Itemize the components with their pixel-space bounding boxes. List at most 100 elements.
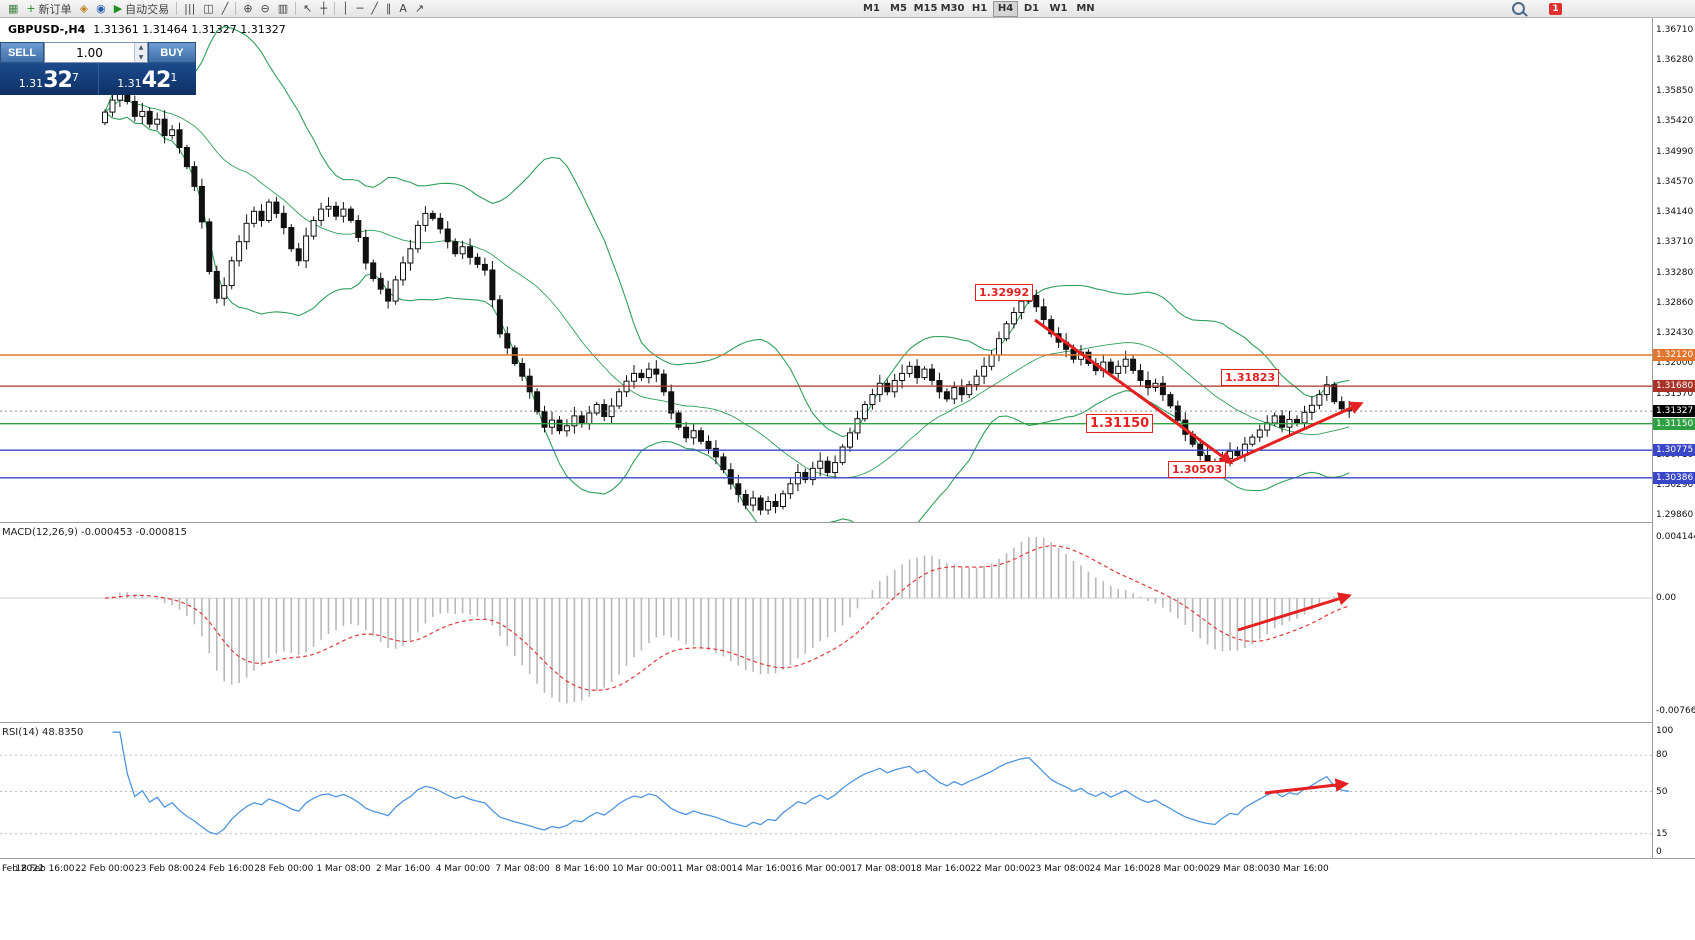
time-axis-label: 29 Mar 08:00 — [1208, 864, 1270, 874]
zoom-out-icon: ⊖ — [260, 1, 270, 15]
draw-hline-button[interactable]: ─ — [353, 1, 368, 17]
auto-trading-button[interactable]: ▶ 自动交易 — [110, 1, 173, 17]
draw-vline-button[interactable]: │ — [338, 1, 353, 17]
rsi-chart-canvas[interactable] — [0, 723, 1652, 858]
tile-windows-button[interactable]: ▥ — [274, 1, 292, 17]
macd-indicator-label: MACD(12,26,9) -0.000453 -0.000815 — [2, 527, 187, 538]
price-tick: 1.32430 — [1656, 328, 1694, 338]
trade-panel-controls: SELL 1.00 ▲ ▼ BUY — [0, 42, 196, 63]
price-tick: 1.32000 — [1656, 358, 1694, 368]
new-order-icon: + — [26, 1, 36, 15]
zoom-out-button[interactable]: ⊖ — [257, 1, 274, 17]
price-tag: 1.30775 — [1653, 444, 1695, 456]
timeframe-button-m15[interactable]: M15 — [913, 3, 938, 14]
time-axis-label: 23 Mar 08:00 — [1029, 864, 1090, 874]
search-icon[interactable] — [1512, 2, 1525, 15]
toolbar-separator — [295, 2, 297, 15]
chart-candles-button[interactable]: ◫ — [199, 1, 217, 17]
draw-trendline-icon: ╱ — [371, 1, 378, 15]
lot-size-field[interactable]: 1.00 ▲ ▼ — [44, 42, 148, 63]
ask-price-prefix: 1.31 — [117, 77, 142, 90]
sell-button[interactable]: SELL — [0, 42, 44, 63]
market-watch-icon: ◉ — [96, 1, 106, 15]
auto-trading-icon: ▶ — [113, 1, 123, 15]
toolbar-buttons: ▦ + 新订单 ◈ ◉ ▶ 自动交易 ||| ◫ ╱ ⊕ ⊖ ▥ ↖ ┼ │ ─ ╱ ∥ A ↗ — [4, 0, 428, 18]
price-tick: 1.34140 — [1656, 207, 1694, 217]
panel-separator[interactable] — [0, 722, 1695, 723]
time-axis-label: 22 Mar 00:00 — [970, 864, 1031, 874]
price-tick: 1.34570 — [1656, 177, 1694, 187]
cursor-button[interactable]: ↖ — [299, 1, 316, 17]
metaeditor-button[interactable]: ◈ — [76, 1, 92, 17]
rsi-axis-tick: 0 — [1656, 847, 1662, 857]
price-tick: 1.36280 — [1656, 55, 1694, 65]
price-tag: 1.31150 — [1653, 418, 1695, 430]
time-axis-label: 16 Mar 00:00 — [791, 864, 852, 874]
tile-windows-icon: ▥ — [277, 1, 289, 15]
lot-size-value[interactable]: 1.00 — [76, 45, 103, 60]
bid-price-pips: 32 — [43, 68, 73, 93]
bid-price[interactable]: 1.31 32 7 — [0, 63, 98, 95]
buy-button[interactable]: BUY — [148, 42, 196, 63]
timeframe-button-mn[interactable]: MN — [1076, 3, 1095, 14]
ask-price-point: 1 — [170, 71, 178, 84]
timeframe-button-m1[interactable]: M1 — [863, 3, 880, 14]
lot-down-icon[interactable]: ▼ — [135, 52, 147, 62]
price-tick: 1.33280 — [1656, 268, 1694, 278]
chart-bars-icon: ||| — [184, 1, 196, 15]
symbol-header: GBPUSD-,H4 1.31361 1.31464 1.31327 1.3132… — [8, 23, 286, 36]
zoom-in-icon: ⊕ — [243, 1, 253, 15]
auto-trading-button-label: 自动交易 — [125, 2, 170, 16]
text-tool-button[interactable]: A — [395, 1, 411, 17]
price-axis[interactable]: 1.36710 1.36280 1.35850 1.35420 1.34990 1.345… — [1652, 18, 1695, 858]
time-axis-label: 7 Mar 08:00 — [495, 864, 550, 874]
price-tag: 1.32120 — [1653, 349, 1695, 361]
crosshair-button[interactable]: ┼ — [316, 1, 331, 17]
price-annotation[interactable]: 1.31823 — [1221, 369, 1280, 386]
macd-axis-tick: 0.004144 — [1656, 532, 1695, 542]
price-tick: 1.33710 — [1656, 237, 1694, 247]
chart-line-button[interactable]: ╱ — [218, 1, 233, 17]
new-chart-button[interactable]: ▦ — [4, 1, 22, 17]
ask-price[interactable]: 1.31 42 1 — [97, 63, 197, 95]
time-axis-label: 11 Mar 08:00 — [671, 864, 732, 874]
time-axis-label: Feb 2022 — [2, 864, 44, 874]
toolbar-separator — [334, 2, 336, 15]
price-annotation[interactable]: 1.30503 — [1168, 461, 1227, 478]
lot-spinner[interactable]: ▲ ▼ — [134, 43, 147, 62]
price-annotation[interactable]: 1.32992 — [975, 284, 1034, 301]
time-axis-label: 14 Mar 16:00 — [731, 864, 792, 874]
rsi-axis-tick: 80 — [1656, 750, 1668, 760]
time-axis[interactable]: Feb 2022 18 Feb 16:00 22 Feb 00:00 23 Feb 0… — [0, 858, 1695, 881]
price-annotation[interactable]: 1.31150 — [1086, 414, 1154, 433]
notification-badge[interactable]: 1 — [1549, 2, 1562, 15]
time-axis-label: 18 Mar 16:00 — [910, 864, 971, 874]
shapes-button[interactable]: ↗ — [411, 1, 428, 17]
chart-area: GBPUSD-,H4 1.31361 1.31464 1.31327 1.3132… — [0, 18, 1695, 940]
macd-chart-canvas[interactable] — [0, 523, 1652, 722]
toolbar: ▦ + 新订单 ◈ ◉ ▶ 自动交易 ||| ◫ ╱ ⊕ ⊖ ▥ ↖ ┼ │ ─ ╱ ∥ A ↗ M1 M5 M15 M30 H… — [0, 0, 1695, 18]
panel-separator[interactable] — [0, 522, 1695, 523]
draw-channel-button[interactable]: ∥ — [382, 1, 396, 17]
timeframe-button-m30[interactable]: M30 — [940, 3, 965, 14]
timeframe-button-w1[interactable]: W1 — [1049, 3, 1068, 14]
price-tick: 1.36710 — [1656, 25, 1694, 35]
price-tag: 1.31680 — [1653, 380, 1695, 392]
chart-bars-button[interactable]: ||| — [180, 1, 199, 17]
timeframe-button-h4[interactable]: H4 — [993, 1, 1018, 17]
lot-up-icon[interactable]: ▲ — [135, 43, 147, 53]
trade-panel-prices: 1.31 32 7 1.31 42 1 — [0, 63, 196, 95]
symbol-name: GBPUSD-,H4 — [8, 23, 86, 36]
timeframe-button-d1[interactable]: D1 — [1023, 3, 1040, 14]
new-order-button[interactable]: + 新订单 — [22, 1, 75, 17]
timeframe-button-h1[interactable]: H1 — [971, 3, 988, 14]
toolbar-separator — [176, 2, 178, 15]
draw-trendline-button[interactable]: ╱ — [367, 1, 382, 17]
market-watch-button[interactable]: ◉ — [92, 1, 110, 17]
zoom-in-button[interactable]: ⊕ — [239, 1, 256, 17]
time-axis-label: 4 Mar 00:00 — [435, 864, 491, 874]
timeframe-button-m5[interactable]: M5 — [890, 3, 907, 14]
rsi-axis-tick: 50 — [1656, 787, 1668, 797]
main-chart-canvas[interactable] — [0, 18, 1652, 522]
